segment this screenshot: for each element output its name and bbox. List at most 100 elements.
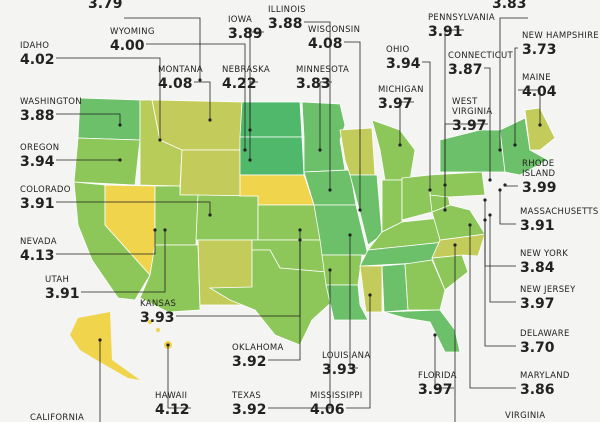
state-name: DELAWARE [520,329,570,339]
state-name: HAWAII [155,391,187,401]
state-name: WISCONSIN [308,25,360,35]
state-name: LOUISIANA [322,351,370,361]
leader-dot [398,143,402,147]
state-name: CALIFORNIA [30,413,84,422]
state-name: MASSACHUSETTS [520,207,599,217]
state-name: IOWA [228,15,252,25]
leader-dot [118,123,122,127]
leader-dot [483,198,487,202]
state-value: 4.06 [310,402,345,418]
state-value: 4.04 [522,84,557,100]
state-name: MARYLAND [520,371,570,381]
leader-line [56,230,156,255]
leader-dot [513,143,517,147]
state-value: 4.02 [20,52,55,68]
leader-dot [483,218,487,222]
leader-dot [158,138,162,142]
state-name: WYOMING [110,27,155,37]
leader-line [194,81,211,120]
state-name: OKLAHOMA [232,343,284,353]
leader-line [434,335,454,389]
leader-dot [498,188,502,192]
state-name: KANSAS [140,299,176,309]
state-value: 3.87 [448,62,483,78]
leader-dot [428,188,432,192]
state-name: PENNSYLVANIA [428,13,495,23]
leader-line [124,17,201,80]
leader-dot [488,178,492,182]
state-name: MAINE [522,73,551,83]
leader-line [499,190,516,225]
leader-dot [368,293,372,297]
state-value: 3.92 [232,354,267,370]
us-map [70,97,556,380]
state-name: MISSISSIPPI [310,391,363,401]
leader-dot [153,228,157,232]
state-value: 3.86 [520,382,555,398]
state-name: UTAH [45,275,69,285]
leader-dot [118,158,122,162]
state-value: 4.22 [222,76,257,92]
leader-dot [163,228,167,232]
leader-line [489,215,516,303]
state-value: 3.94 [386,56,421,72]
state-value: 3.92 [232,402,267,418]
leader-line [56,201,211,215]
state-name: MONTANA [158,65,203,75]
state-value: 3.97 [452,118,487,134]
state-value: 3.84 [520,260,555,276]
state-value: 3.93 [322,362,357,378]
state-name: RHODE ISLAND [522,159,557,179]
state-name: WEST VIRGINIA [452,97,492,117]
leader-line [454,245,456,422]
state-value: 3.91 [520,218,555,234]
state-value: 3.73 [522,42,557,58]
leader-line [499,17,528,150]
state-value: 4.08 [308,36,343,52]
leader-dot [433,333,437,337]
state-name: NEW HAMPSHIRE [522,31,599,41]
leader-dot [358,208,362,212]
leader-dot [498,148,502,152]
leader-dot [208,118,212,122]
leader-dot [208,213,212,217]
leader-line [504,185,518,187]
state-value: 4.00 [110,38,145,54]
leader-dot [348,233,352,237]
leader-dot [298,238,302,242]
leader-dot [166,343,170,347]
state-value: 3.93 [140,310,175,326]
leader-line [56,57,161,140]
leader-line [268,270,331,409]
state-value: 3.97 [520,296,555,312]
leader-dot [198,78,202,82]
state-value: 3.88 [268,16,303,32]
state-name: FLORIDA [418,371,457,381]
state-value: 3.91 [45,286,80,302]
state-value: 3.79 [88,0,123,12]
state-name: CONNECTICUT [448,51,514,61]
leader-line [268,240,301,361]
leader-dot [98,338,102,342]
state-name: OREGON [20,143,59,153]
leader-dot [318,148,322,152]
state-name: ILLINOIS [268,5,306,15]
leader-line [344,41,361,210]
leader-line [304,21,331,190]
state-value: 3.94 [20,154,55,170]
leader-line [349,235,358,369]
state-value: 4.08 [158,76,193,92]
leader-line [81,230,166,293]
leader-dot [328,188,332,192]
leader-dot [488,213,492,217]
state-name: NEW JERSEY [520,285,576,295]
state-name: TEXAS [231,391,261,401]
state-value: 3.83 [296,76,331,92]
leader-line [518,89,541,125]
leader-line [346,295,371,409]
leader-dot [468,223,472,227]
state-value: 4.12 [155,402,190,418]
leader-line [514,47,518,145]
leader-line [319,81,332,150]
